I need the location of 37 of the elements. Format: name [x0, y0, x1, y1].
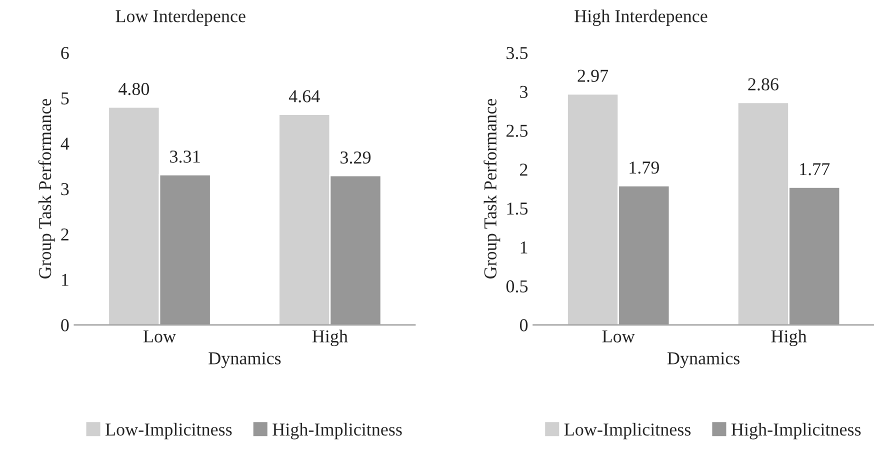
y-tick-label: 3 — [520, 86, 528, 98]
y-tick-label: 0 — [61, 319, 69, 332]
y-tick-label: 0 — [520, 319, 528, 332]
y-tick-label: 3 — [61, 183, 69, 196]
y-tick-label: 2 — [61, 228, 68, 240]
data-label: 3.29 — [340, 151, 371, 164]
y-tick-label: 3.5 — [506, 46, 528, 60]
data-label: 2.86 — [748, 78, 778, 91]
data-label: 3.31 — [170, 150, 200, 163]
y-axis-title: Group Task Performance — [484, 98, 500, 278]
y-tick-label: 4 — [60, 138, 70, 150]
x-tick-label: Low — [602, 330, 635, 342]
y-tick-label: 1 — [62, 274, 68, 286]
legend-label: Low-Implicitness — [106, 422, 232, 440]
y-tick-label: 1 — [520, 241, 528, 254]
x-axis-title: Dynamics — [667, 352, 740, 368]
chart-title: Low Interdepence — [116, 10, 246, 26]
data-label: 4.80 — [118, 82, 150, 96]
y-axis-title: Group Task Performance — [38, 98, 55, 278]
legend-label: High-Implicitness — [272, 422, 402, 440]
data-label: 2.97 — [578, 70, 608, 82]
y-tick-label: 6 — [61, 46, 69, 60]
data-label: 1.77 — [800, 163, 830, 176]
y-tick-label: 2.5 — [506, 124, 528, 137]
chart-title: High Interdepence — [574, 10, 708, 26]
data-label: 1.79 — [630, 162, 659, 174]
y-tick-label: 1.5 — [507, 202, 528, 215]
y-tick-label: 0.5 — [506, 280, 528, 293]
x-axis-title: Dynamics — [208, 352, 281, 368]
data-label: 4.64 — [288, 90, 320, 102]
legend-label: High-Implicitness — [731, 422, 861, 440]
y-tick-label: 2 — [520, 164, 528, 176]
y-tick-label: 5 — [61, 92, 69, 104]
x-tick-label: High — [771, 330, 807, 346]
x-tick-label: Low — [143, 330, 176, 342]
legend-label: Low-Implicitness — [564, 422, 691, 440]
x-tick-label: High — [312, 330, 348, 346]
